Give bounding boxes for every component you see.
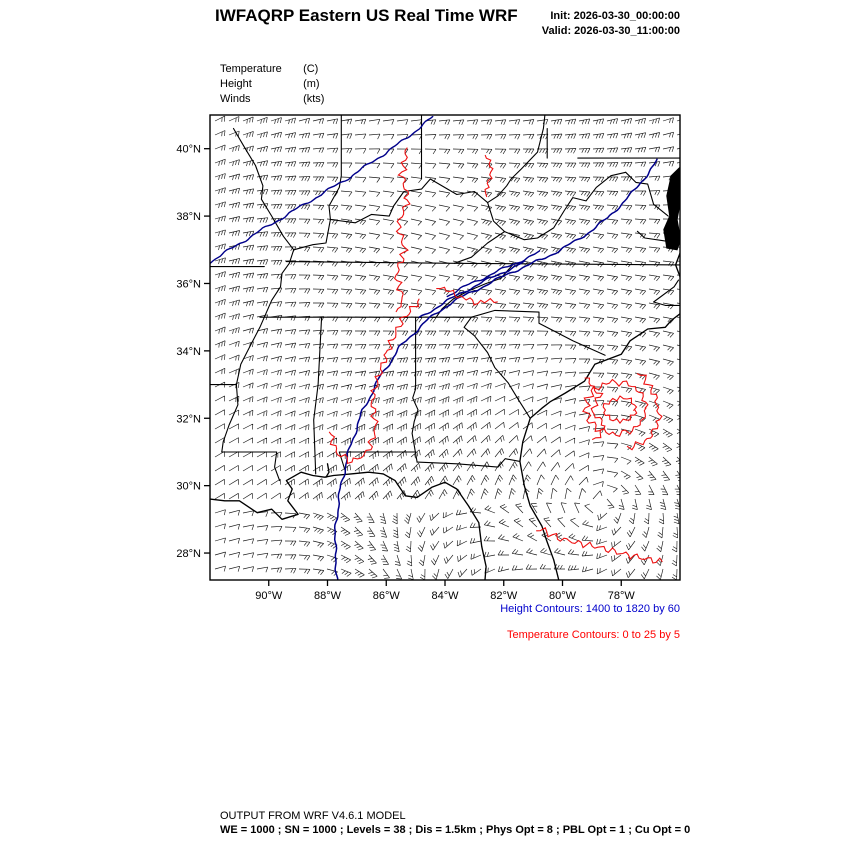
lon-tick-label: 90°W [255, 590, 283, 602]
lon-tick-label: 86°W [373, 590, 401, 602]
lat-tick-label: 34°N [176, 346, 201, 358]
footer-config-line: WE = 1000 ; SN = 1000 ; Levels = 38 ; Di… [220, 824, 691, 836]
wind-barb-field [214, 115, 680, 580]
valid-timestamp: Valid: 2026-03-30_11:00:00 [541, 25, 680, 37]
lat-tick-label: 38°N [176, 211, 201, 223]
legend-field-temperature: Temperature (C) [220, 62, 324, 77]
legend-temperature-unit: (C) [303, 63, 319, 75]
legend-height-name: Height [220, 78, 252, 90]
lon-tick-label: 78°W [608, 590, 636, 602]
page-title: IWFAQRP Eastern US Real Time WRF [215, 6, 518, 25]
legend-height-unit: (m) [303, 78, 320, 90]
lon-tick-label: 84°W [431, 590, 459, 602]
legend-temperature-name: Temperature [220, 63, 282, 75]
run-info: Init: 2026-03-30_00:00:00 Valid: 2026-03… [542, 9, 680, 39]
temperature-contour-layer [328, 147, 663, 564]
lon-tick-label: 80°W [549, 590, 577, 602]
geography-layer [210, 115, 680, 580]
legend-field-height: Height (m) [220, 77, 324, 92]
lat-tick-label: 32°N [176, 413, 201, 425]
init-timestamp: Init: 2026-03-30_00:00:00 [550, 10, 680, 22]
height-contour-layer [210, 115, 658, 580]
lon-tick-label: 82°W [490, 590, 518, 602]
height-contours-caption: Height Contours: 1400 to 1820 by 60 [500, 603, 680, 615]
legend-field-winds: Winds (kts) [220, 92, 324, 107]
lat-tick-label: 30°N [176, 481, 201, 493]
lat-tick-label: 40°N [176, 144, 201, 156]
temperature-contours-caption: Temperature Contours: 0 to 25 by 5 [506, 629, 680, 641]
footer-model-line: OUTPUT FROM WRF V4.6.1 MODEL [220, 810, 406, 822]
lat-tick-label: 36°N [176, 278, 201, 290]
lat-tick-label: 28°N [176, 548, 201, 560]
lon-tick-label: 88°W [314, 590, 342, 602]
legend-winds-unit: (kts) [303, 93, 325, 105]
legend-winds-name: Winds [220, 93, 251, 105]
field-legend: Temperature (C) Height (m) Winds (kts) [220, 62, 324, 107]
